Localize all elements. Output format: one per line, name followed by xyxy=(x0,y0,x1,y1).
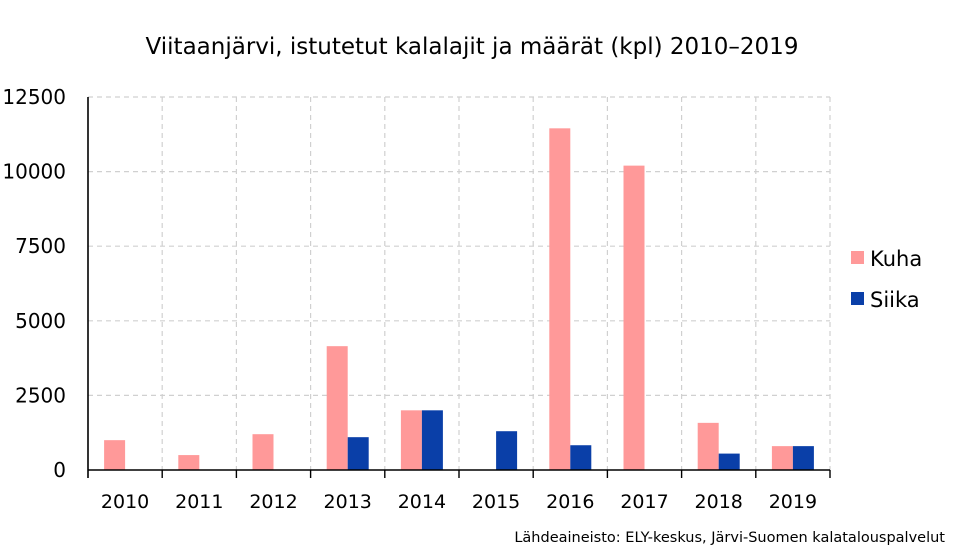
legend-label-siika: Siika xyxy=(870,288,920,312)
x-tick-label: 2012 xyxy=(249,491,297,513)
bar-siika-2018 xyxy=(718,453,740,470)
bar-kuha-2014 xyxy=(400,410,422,470)
x-tick-label: 2019 xyxy=(769,491,817,513)
bar-kuha-2010 xyxy=(104,440,126,470)
y-tick-label: 7500 xyxy=(15,234,66,258)
chart-title: Viitaanjärvi, istutetut kalalajit ja mää… xyxy=(146,34,799,60)
bar-kuha-2016 xyxy=(549,128,571,470)
x-axis-ticks: 2010 2011 2012 2013 2014 2015 2016 2017 2018 2019 xyxy=(101,491,817,513)
x-tick-label: 2017 xyxy=(620,491,668,513)
bar-siika-2016 xyxy=(570,445,592,470)
legend-swatch-siika xyxy=(851,292,864,305)
x-tick-label: 2018 xyxy=(695,491,743,513)
bar-kuha-2018 xyxy=(697,422,719,470)
x-tick-label: 2016 xyxy=(546,491,594,513)
bar-siika-2013 xyxy=(347,437,369,470)
bar-siika-2019 xyxy=(792,446,814,470)
bar-siika-2014 xyxy=(421,410,443,470)
legend-label-kuha: Kuha xyxy=(870,247,922,271)
bar-siika-2015 xyxy=(496,431,518,470)
bar-kuha-2017 xyxy=(623,165,645,470)
x-tick-label: 2015 xyxy=(472,491,520,513)
axes xyxy=(87,97,831,478)
y-tick-label: 2500 xyxy=(15,383,66,407)
bar-kuha-2019 xyxy=(771,446,793,470)
x-tick-label: 2010 xyxy=(101,491,149,513)
grid-lines xyxy=(88,96,831,470)
y-tick-label: 5000 xyxy=(15,309,66,333)
source-note: Lähdeaineisto: ELY-keskus, Järvi-Suomen … xyxy=(514,530,945,546)
y-tick-label: 0 xyxy=(53,458,66,482)
bars xyxy=(104,128,814,470)
bar-kuha-2012 xyxy=(252,434,274,470)
legend: Kuha Siika xyxy=(851,247,922,312)
x-tick-label: 2011 xyxy=(175,491,223,513)
x-tick-label: 2013 xyxy=(324,491,372,513)
bar-kuha-2013 xyxy=(326,346,348,470)
x-tick-label: 2014 xyxy=(398,491,446,513)
y-axis-ticks: 0 2500 5000 7500 10000 12500 xyxy=(2,85,66,482)
y-tick-label: 10000 xyxy=(2,160,66,184)
legend-swatch-kuha xyxy=(851,251,864,264)
y-tick-label: 12500 xyxy=(2,85,66,109)
bar-kuha-2011 xyxy=(178,455,200,470)
